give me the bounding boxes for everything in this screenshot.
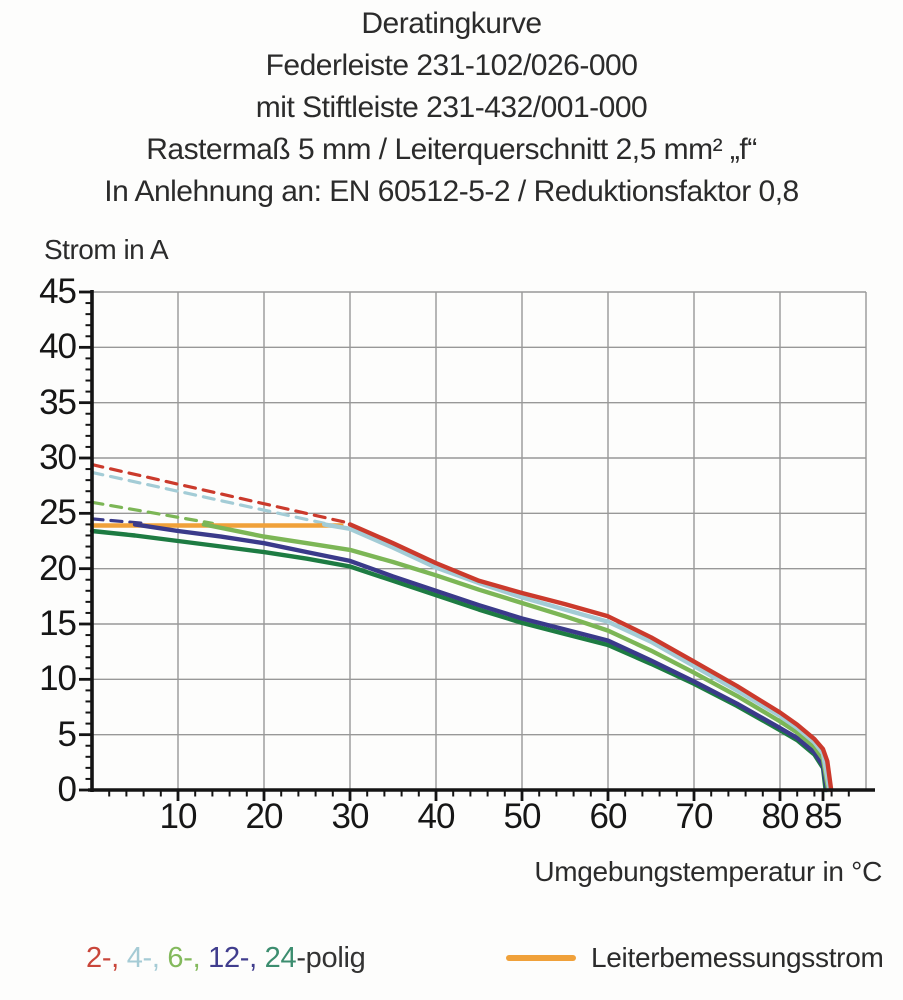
x-tick-label: 85 (804, 797, 843, 836)
legend-segment: 24 (264, 942, 297, 974)
legend-segment: 2-, (86, 942, 127, 974)
x-tick-label: 50 (503, 797, 542, 836)
title-line-3: mit Stiftleiste 231-432/001-000 (255, 91, 648, 124)
y-tick-label: 15 (39, 604, 77, 643)
curve-4-polig (322, 522, 832, 793)
legend-segment: 12-, (208, 942, 265, 974)
y-tick-label: 40 (39, 327, 77, 367)
legend-rated-current: Leiterbemessungsstrom (506, 941, 884, 975)
y-tick-label: 25 (39, 493, 77, 533)
y-tick-label: 0 (57, 770, 77, 809)
curve-2-polig (347, 522, 834, 793)
y-tick-label: 10 (39, 659, 77, 699)
extrapolation-dashed-2-polig (90, 463, 352, 525)
extrapolation-dashed-6-polig (90, 500, 214, 525)
y-tick-label: 35 (39, 382, 77, 422)
y-axis-title: Strom in A (44, 234, 169, 265)
extrapolation-dashed-4-polig (90, 470, 326, 525)
x-tick-label: 30 (331, 797, 370, 836)
y-tick-label: 5 (57, 714, 77, 754)
x-tick-label: 10 (159, 797, 198, 836)
x-tick-label: 60 (589, 797, 628, 836)
x-tick-label: 80 (761, 797, 800, 836)
legend-pole-counts: 2-, 4-, 6-, 12-, 24-polig (86, 941, 366, 975)
legend-segment: -polig (296, 942, 366, 974)
y-tick-label: 45 (39, 272, 77, 311)
legend-segment: 6-, (167, 942, 209, 974)
rated-current-label: Leiterbemessungsstrom (591, 942, 884, 973)
y-tick-label: 20 (39, 548, 77, 588)
title-line-1: Deratingkurve (361, 7, 542, 40)
y-tick-label: 30 (39, 438, 77, 477)
title-line-2: Federleiste 231-102/026-000 (265, 49, 638, 82)
curve-24-polig (89, 528, 828, 793)
legend-segment: 4-, (126, 942, 168, 974)
x-tick-label: 40 (417, 797, 456, 836)
x-axis-title: Umgebungstemperatur in °C (534, 856, 882, 887)
rated-current-line-swatch (506, 955, 576, 961)
curve-12-polig (132, 522, 830, 793)
chart-title-block: Deratingkurve Federleiste 231-102/026-00… (0, 3, 903, 213)
title-line-4: Rastermaß 5 mm / Leiterquerschnitt 2,5 m… (146, 133, 757, 166)
x-tick-label: 20 (245, 797, 284, 836)
curve-6-polig (201, 522, 831, 793)
title-line-5: In Anlehnung an: EN 60512-5-2 / Reduktio… (104, 175, 799, 208)
x-tick-label: 70 (675, 797, 714, 836)
